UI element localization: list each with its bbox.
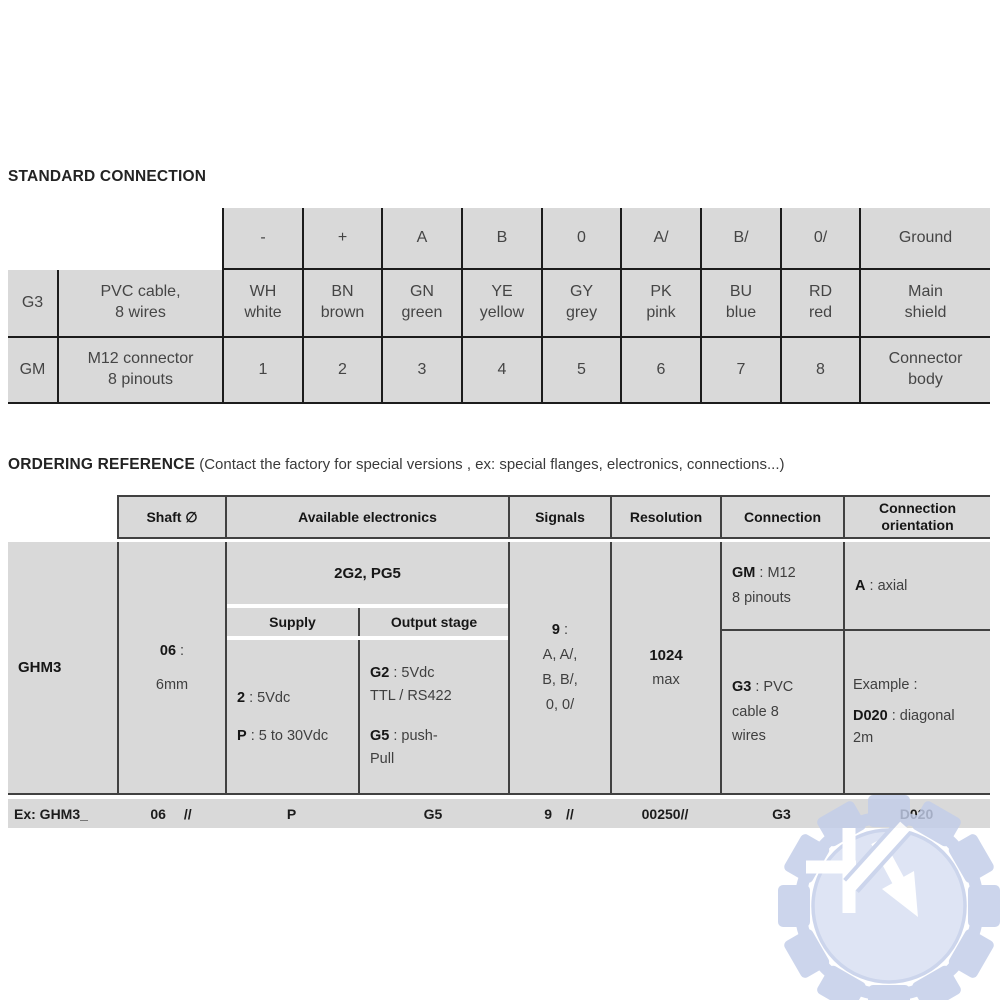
table-cell: 7 — [700, 338, 780, 404]
model-cell: GHM3 — [8, 542, 117, 795]
signals-list: A, A/, B, B/, 0, 0/ — [542, 646, 578, 713]
column-header: A/ — [620, 208, 700, 270]
signals-code-line: 9 : — [551, 621, 569, 638]
table-cell: Connector body — [859, 338, 990, 404]
table-row-g3: G3 PVC cable, 8 wires WH white BN brown … — [8, 270, 990, 338]
ordering-table-body: GHM3 06 : 6mm 2G2, PG5 Supply Output sta… — [8, 542, 990, 795]
signals-cell: 9 : A, A/, B, B/, 0, 0/ — [508, 542, 610, 795]
table-cell: 5 — [541, 338, 620, 404]
shaft-code-line: 06 : — [159, 642, 185, 659]
electronics-subheader-row: Supply Output stage — [227, 608, 508, 636]
orientation-option-axial: A : axial — [845, 542, 990, 631]
column-header: 0 — [541, 208, 620, 270]
table-cell: RD red — [780, 270, 859, 338]
column-header: Ground — [859, 208, 990, 270]
connection-table-header-row: - + A B 0 A/ B/ 0/ Ground — [222, 208, 990, 270]
row-description: M12 connector 8 pinouts — [57, 338, 222, 404]
column-header: B/ — [700, 208, 780, 270]
row-code: GM — [8, 338, 57, 404]
table-cell: WH white — [222, 270, 302, 338]
connection-option-g3: G3 : PVC cable 8 wires — [722, 631, 843, 793]
ordering-title-bold: ORDERING REFERENCE — [8, 456, 196, 473]
table-cell: 6 — [620, 338, 700, 404]
table-cell: Main shield — [859, 270, 990, 338]
shaft-cell: 06 : 6mm — [117, 542, 225, 795]
ordering-reference-title: ORDERING REFERENCE (Contact the factory … — [8, 456, 785, 474]
row-code: G3 — [8, 270, 57, 338]
example-supply-cell: P — [286, 805, 297, 822]
example-orientation-cell: D020 — [899, 805, 934, 822]
output-options-cell: G2 : 5Vdc TTL / RS422 G5 : push- Pull — [358, 640, 508, 793]
table-cell: BN brown — [302, 270, 381, 338]
table-row-gm: GM M12 connector 8 pinouts 1 2 3 4 5 6 7… — [8, 338, 990, 404]
shaft-value: 6mm — [155, 676, 189, 693]
ordering-title-note: (Contact the factory for special version… — [195, 456, 785, 473]
column-header-connection: Connection — [720, 495, 843, 539]
column-header-signals: Signals — [508, 495, 610, 539]
example-output-cell: G5 — [423, 805, 443, 822]
electronics-cell: 2G2, PG5 Supply Output stage 2 : 5Vdc P … — [225, 542, 508, 795]
electronics-group: 2G2, PG5 — [227, 542, 508, 604]
resolution-unit: max — [652, 671, 680, 688]
table-cell: YE yellow — [461, 270, 541, 338]
row-description: PVC cable, 8 wires — [57, 270, 222, 338]
output-option: G5 : push- Pull — [370, 727, 438, 767]
supply-option: 2 : 5Vdc — [237, 689, 291, 706]
table-cell: BU blue — [700, 270, 780, 338]
orientation-example: Example : D020 : diagonal 2m — [845, 631, 990, 793]
column-header: 0/ — [780, 208, 859, 270]
orientation-cell: A : axial Example : D020 : diagonal 2m — [843, 542, 990, 795]
example-label-cell: Ex: GHM3_ — [14, 805, 88, 822]
example-label: Example : — [853, 677, 918, 694]
example-connection-cell: G3 — [772, 805, 791, 822]
column-header-orientation: Connection orientation — [843, 495, 990, 539]
column-header-resolution: Resolution — [610, 495, 720, 539]
table-cell: GY grey — [541, 270, 620, 338]
example-order-row: Ex: GHM3_ 06// P G5 9// 00250// G3 D020 — [8, 799, 990, 828]
column-header: + — [302, 208, 381, 270]
column-header: B — [461, 208, 541, 270]
connection-option-gm: GM : M12 8 pinouts — [722, 542, 843, 631]
table-cell: 3 — [381, 338, 461, 404]
supply-option: P : 5 to 30Vdc — [237, 727, 329, 744]
column-header-shaft: Shaft ∅ — [117, 495, 225, 539]
table-cell: 8 — [780, 338, 859, 404]
resolution-value: 1024 — [649, 646, 683, 664]
supply-options-cell: 2 : 5Vdc P : 5 to 30Vdc — [227, 640, 358, 793]
table-cell: 1 — [222, 338, 302, 404]
example-shaft-cell: 06// — [150, 805, 192, 822]
connection-cell: GM : M12 8 pinouts G3 : PVC cable 8 wire… — [720, 542, 843, 795]
column-header-electronics: Available electronics — [225, 495, 508, 539]
ordering-table-header-row: Shaft ∅ Available electronics Signals Re… — [117, 495, 990, 539]
table-cell: GN green — [381, 270, 461, 338]
table-cell: 4 — [461, 338, 541, 404]
divider — [227, 604, 508, 608]
table-cell: PK pink — [620, 270, 700, 338]
standard-connection-title: STANDARD CONNECTION — [8, 168, 207, 185]
divider — [227, 636, 508, 640]
output-option: G2 : 5Vdc TTL / RS422 — [370, 665, 452, 705]
table-cell: 2 — [302, 338, 381, 404]
supply-header: Supply — [227, 608, 358, 636]
output-stage-header: Output stage — [358, 608, 508, 636]
example-signals-cell: 9// — [544, 805, 574, 822]
resolution-cell: 1024 max — [610, 542, 720, 795]
example-resolution-cell: 00250// — [641, 805, 689, 822]
column-header: - — [222, 208, 302, 270]
column-header: A — [381, 208, 461, 270]
